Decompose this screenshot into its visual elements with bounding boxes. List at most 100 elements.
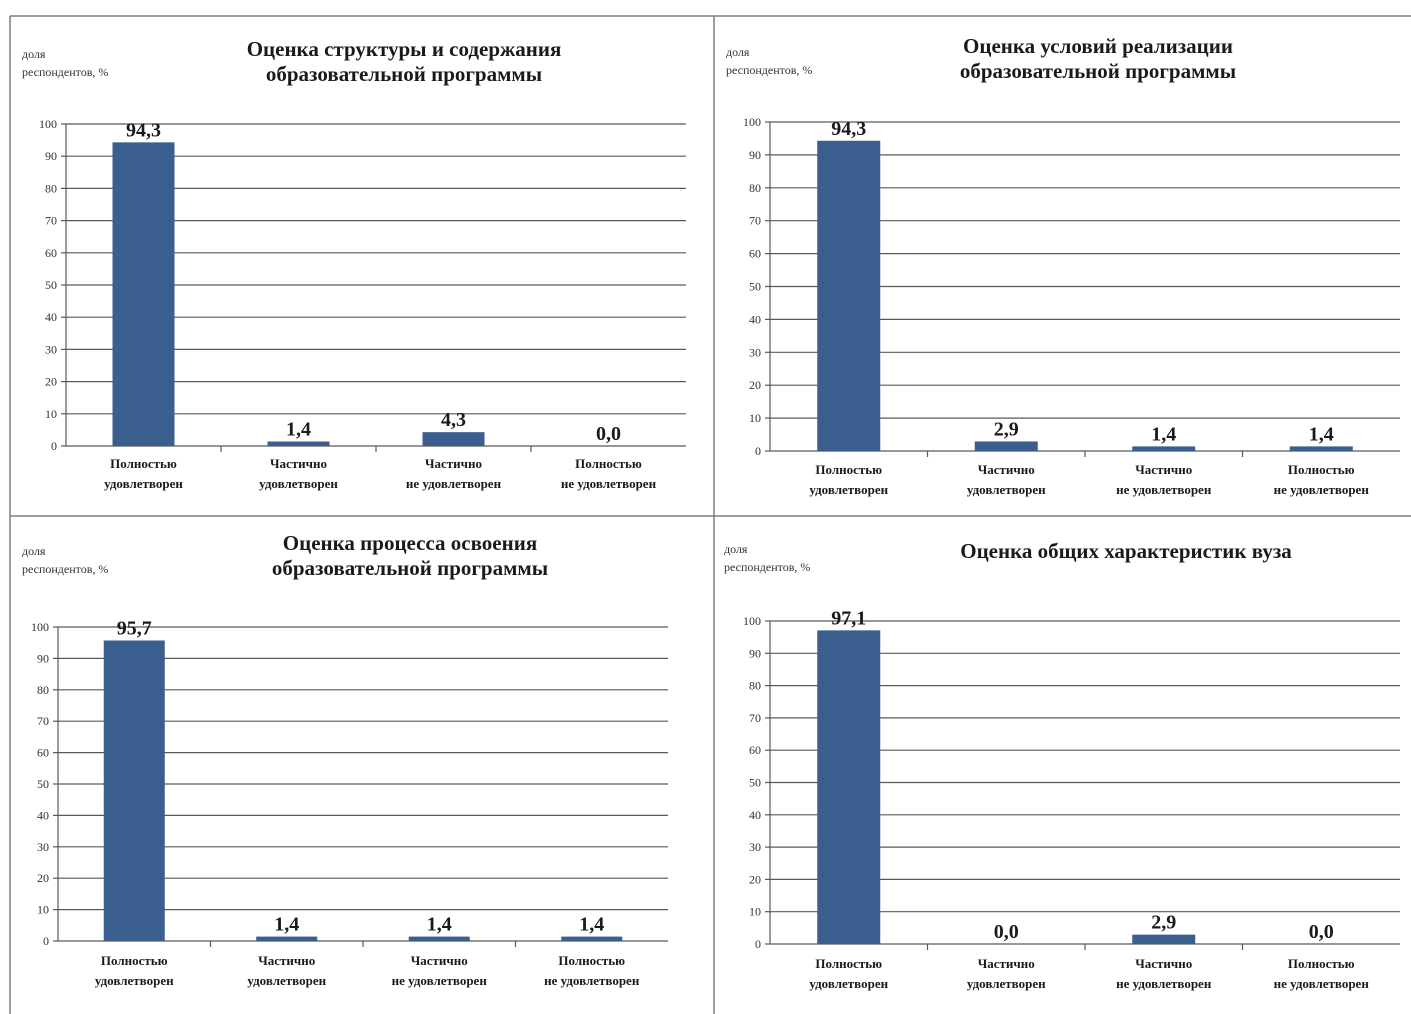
- category-label: Полностью удовлетворен: [104, 456, 183, 491]
- chart-title: Оценка процесса освоения образовательной …: [272, 531, 548, 580]
- y-tick-label: 60: [749, 247, 761, 261]
- category-label-line: не удовлетворен: [561, 476, 657, 491]
- y-axis-label-line: доля: [726, 45, 750, 59]
- category-label-line: не удовлетворен: [392, 973, 488, 988]
- data-label: 2,9: [994, 418, 1019, 440]
- y-axis-label-line: респондентов, %: [724, 560, 810, 574]
- y-tick-label: 70: [749, 214, 761, 228]
- bar: [1289, 446, 1353, 451]
- chart-title-line: Оценка общих характеристик вуза: [960, 539, 1292, 563]
- bar: [103, 640, 165, 941]
- category-label: Полностью не удовлетворен: [1274, 462, 1370, 497]
- chart-panel-2: Оценка условий реализации образовательной…: [726, 34, 1400, 497]
- bar: [256, 936, 318, 941]
- bar: [112, 142, 175, 446]
- category-label-line: Частично: [1135, 462, 1192, 477]
- y-tick-label: 10: [45, 407, 57, 421]
- category-label-line: Частично: [258, 953, 315, 968]
- data-label: 1,4: [427, 914, 452, 936]
- category-label-line: Полностью: [1288, 462, 1355, 477]
- category-label: Полностью не удовлетворен: [544, 953, 640, 988]
- chart-title-line: образовательной программы: [272, 556, 548, 580]
- category-label-line: Частично: [411, 953, 468, 968]
- y-tick-label: 30: [37, 840, 49, 854]
- category-label: Частично не удовлетворен: [406, 456, 502, 491]
- category-label: Полностью удовлетворен: [95, 953, 174, 988]
- y-tick-label: 10: [749, 905, 761, 919]
- data-label: 1,4: [579, 914, 604, 936]
- category-label-line: Частично: [270, 456, 327, 471]
- y-axis-label: доля респондентов, %: [22, 544, 108, 576]
- bar: [408, 936, 470, 941]
- y-tick-label: 10: [37, 903, 49, 917]
- y-axis-label-line: респондентов, %: [726, 63, 812, 77]
- category-label-line: удовлетворен: [104, 476, 183, 491]
- y-tick-label: 80: [749, 181, 761, 195]
- category-label: Частично удовлетворен: [259, 456, 338, 491]
- category-label-line: не удовлетворен: [406, 476, 502, 491]
- y-tick-label: 40: [45, 310, 57, 324]
- chart-title-line: Оценка структуры и содержания: [247, 37, 562, 61]
- data-label: 95,7: [117, 618, 152, 640]
- y-tick-label: 60: [45, 246, 57, 260]
- category-label-line: не удовлетворен: [1274, 976, 1370, 991]
- y-tick-label: 70: [37, 714, 49, 728]
- category-label-line: удовлетворен: [247, 973, 326, 988]
- bar: [1132, 934, 1196, 944]
- category-label: Частично не удовлетворен: [392, 953, 488, 988]
- category-label: Полностью не удовлетворен: [1274, 956, 1370, 991]
- bar: [974, 441, 1038, 451]
- category-label-line: Полностью: [815, 956, 882, 971]
- y-tick-label: 90: [37, 651, 49, 665]
- chart-title-line: Оценка условий реализации: [963, 34, 1233, 58]
- data-label: 97,1: [831, 607, 866, 629]
- data-label: 0,0: [994, 921, 1019, 943]
- category-label: Полностью не удовлетворен: [561, 456, 657, 491]
- y-tick-label: 70: [45, 214, 57, 228]
- y-tick-label: 100: [39, 117, 57, 131]
- category-label-line: удовлетворен: [967, 976, 1046, 991]
- bar: [561, 936, 623, 941]
- y-tick-label: 50: [37, 777, 49, 791]
- category-label: Частично не удовлетворен: [1116, 462, 1212, 497]
- bar: [817, 140, 881, 452]
- charts-container: Оценка структуры и содержания образовател…: [22, 34, 1400, 991]
- y-tick-label: 0: [43, 934, 49, 948]
- category-label-line: Полностью: [110, 456, 177, 471]
- y-tick-label: 20: [45, 375, 57, 389]
- y-axis-label-line: доля: [22, 544, 46, 558]
- bar: [267, 441, 330, 446]
- y-tick-label: 90: [749, 148, 761, 162]
- y-tick-label: 60: [749, 743, 761, 757]
- y-tick-label: 70: [749, 711, 761, 725]
- category-label-line: Полностью: [558, 953, 625, 968]
- category-label-line: Частично: [978, 956, 1035, 971]
- y-tick-label: 0: [755, 937, 761, 951]
- y-axis-label: доля респондентов, %: [726, 45, 812, 77]
- category-label-line: удовлетворен: [95, 973, 174, 988]
- y-tick-label: 10: [749, 411, 761, 425]
- y-tick-label: 0: [51, 439, 57, 453]
- y-tick-label: 50: [749, 776, 761, 790]
- y-tick-label: 40: [37, 808, 49, 822]
- category-label-line: Полностью: [815, 462, 882, 477]
- category-label: Полностью удовлетворен: [809, 956, 888, 991]
- chart-title: Оценка условий реализации образовательной…: [960, 34, 1236, 83]
- y-tick-label: 90: [45, 149, 57, 163]
- category-label-line: не удовлетворен: [1116, 482, 1212, 497]
- bar: [422, 432, 485, 446]
- category-label-line: Полностью: [575, 456, 642, 471]
- data-label: 1,4: [274, 914, 299, 936]
- chart-title: Оценка общих характеристик вуза: [960, 539, 1292, 563]
- category-label: Полностью удовлетворен: [809, 462, 888, 497]
- y-tick-label: 80: [749, 679, 761, 693]
- data-label: 1,4: [286, 418, 311, 440]
- data-label: 4,3: [441, 409, 466, 431]
- category-label-line: удовлетворен: [809, 482, 888, 497]
- category-label-line: не удовлетворен: [1116, 976, 1212, 991]
- y-tick-label: 50: [749, 280, 761, 294]
- y-tick-label: 50: [45, 278, 57, 292]
- data-label: 94,3: [831, 118, 866, 140]
- y-axis-label: доля респондентов, %: [724, 542, 810, 574]
- chart-title-line: образовательной программы: [960, 59, 1236, 83]
